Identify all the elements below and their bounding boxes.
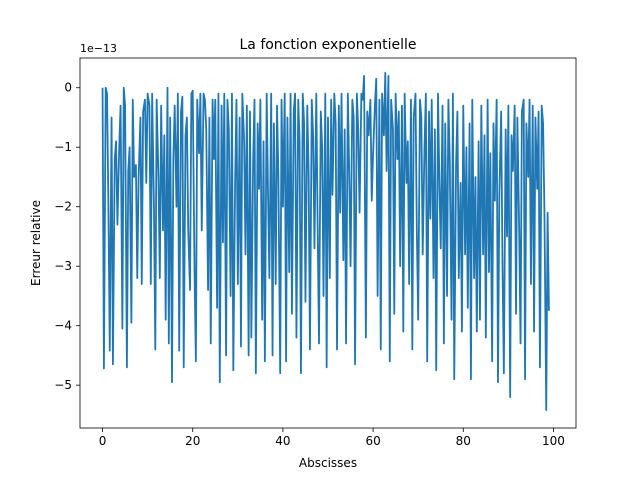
series-layer [101,71,550,412]
x-tick-label: 80 [456,434,471,448]
y-tick-label: 0 [64,81,72,95]
series-line-0 [101,71,550,412]
x-axis: 0 20 40 60 80 100 [99,428,565,448]
y-tick-label: −2 [54,200,72,214]
x-tick-label: 60 [365,434,380,448]
y-scale-label: 1e−13 [80,42,117,55]
y-tick-label: −4 [54,319,72,333]
y-tick-label: −5 [54,378,72,392]
y-axis: 0 −1 −2 −3 −4 −5 [54,81,80,392]
x-tick-label: 20 [185,434,200,448]
x-tick-label: 100 [542,434,565,448]
x-axis-label: Abscisses [299,456,357,470]
plot-frame [79,57,577,429]
x-tick-label: 40 [275,434,290,448]
x-tick-label: 0 [99,434,107,448]
y-axis-label: Erreur relative [29,200,43,286]
chart-title: La fonction exponentielle [239,37,416,53]
y-tick-label: −3 [54,259,72,273]
y-tick-label: −1 [54,140,72,154]
